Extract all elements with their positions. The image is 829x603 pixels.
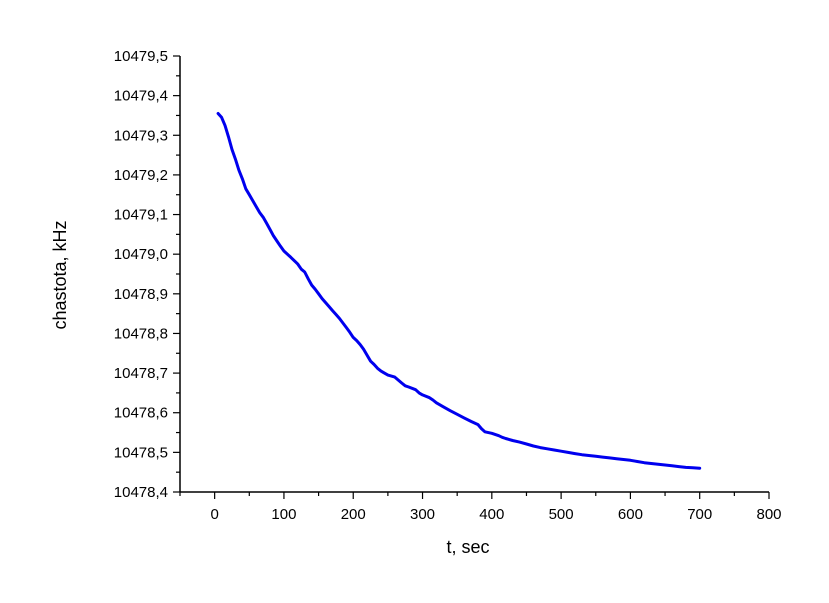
x-tick-label: 0	[210, 506, 218, 523]
y-tick-label: 10479,0	[114, 246, 168, 263]
y-axis-title: chastota, kHz	[50, 220, 70, 329]
x-tick-label: 500	[549, 506, 574, 523]
series-layer	[216, 112, 702, 470]
y-tick-label: 10479,4	[114, 88, 168, 105]
y-tick-label: 10479,2	[114, 167, 168, 184]
series-line	[216, 112, 702, 470]
y-tick-label: 10478,8	[114, 325, 168, 342]
y-tick-label: 10478,9	[114, 286, 168, 303]
chart-axes	[179, 56, 769, 493]
y-tick-label: 10478,7	[114, 365, 168, 382]
y-tick-label: 10478,5	[114, 444, 168, 461]
y-tick-label: 10479,5	[114, 48, 168, 65]
x-tick-label: 800	[756, 506, 781, 523]
y-tick-label: 10478,4	[114, 484, 168, 501]
y-axis-ticks: 10478,4 10478,5 10478,6 10478,7 10478,8 10478…	[114, 48, 180, 501]
x-tick-label: 400	[479, 506, 504, 523]
x-tick-label: 100	[271, 506, 296, 523]
x-tick-label: 200	[341, 506, 366, 523]
x-tick-label: 300	[410, 506, 435, 523]
y-tick-label: 10479,3	[114, 127, 168, 144]
x-tick-label: 600	[618, 506, 643, 523]
x-axis-title: t, sec	[446, 537, 489, 557]
y-tick-label: 10478,6	[114, 405, 168, 422]
y-tick-label: 10479,1	[114, 207, 168, 224]
x-tick-label: 700	[687, 506, 712, 523]
x-axis-ticks: 0 100 200 300 400 500 600 700 800	[179, 492, 782, 523]
